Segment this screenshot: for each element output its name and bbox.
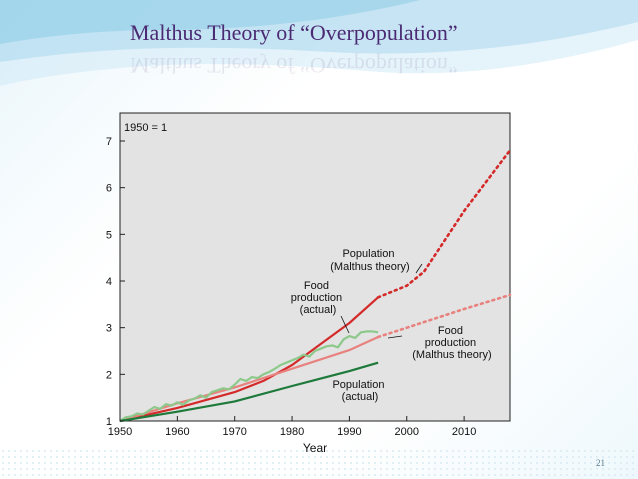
annotation-line: Food	[304, 280, 329, 292]
slide-title: Malthus Theory of “Overpopulation”	[130, 20, 458, 45]
annotation-food-actual: Food production (actual)	[291, 280, 345, 316]
annotation-line: production	[425, 337, 476, 349]
leader-line-food-actual	[340, 315, 350, 334]
x-axis-label: Year	[303, 441, 327, 455]
y-tick-label: 7	[106, 136, 112, 148]
x-tick-label: 2010	[452, 426, 476, 438]
annotation-food-malthus: Food production (Malthus theory)	[412, 325, 491, 361]
annotation-line: Population	[342, 248, 394, 260]
annotation-line: Population	[332, 379, 384, 391]
header-wave-decoration	[0, 0, 638, 86]
y-tick-label: 4	[106, 276, 112, 288]
annotation-line: production	[291, 292, 342, 304]
x-tick-label: 1970	[222, 426, 246, 438]
annotation-line: (actual)	[300, 304, 337, 316]
x-tick-label: 1950	[108, 426, 132, 438]
x-tick-label: 1980	[280, 426, 304, 438]
annotation-line: (Malthus theory)	[412, 349, 491, 361]
x-tick-label: 1960	[165, 426, 189, 438]
x-tick-label: 1990	[337, 426, 361, 438]
y-tick-label: 3	[106, 323, 112, 335]
footer-dot-pattern	[0, 448, 638, 479]
y-tick-label: 5	[106, 229, 112, 241]
slide-number: 21	[596, 458, 605, 468]
plot-area	[119, 112, 511, 422]
series-line-3	[376, 293, 512, 339]
series-line-1	[376, 149, 512, 299]
series-line-4	[119, 330, 379, 422]
leader-line-population-malthus	[415, 263, 423, 274]
leader-line-food-malthus	[387, 335, 403, 339]
annotation-population-malthus: Population (Malthus theory)	[330, 248, 409, 273]
annotation-line: (Malthus theory)	[330, 261, 409, 273]
series-line-5	[119, 361, 379, 423]
annotation-population-actual: Population (actual)	[332, 379, 387, 403]
y-tick-label: 2	[106, 369, 112, 381]
annotation-line: (actual)	[342, 391, 379, 403]
y-tick-label: 6	[106, 183, 112, 195]
y-tick-label: 1	[106, 416, 112, 428]
annotation-line: Food	[438, 325, 463, 337]
baseline-note: 1950 = 1	[124, 122, 167, 134]
series-line-2	[119, 335, 379, 423]
x-tick-label: 2000	[395, 426, 419, 438]
